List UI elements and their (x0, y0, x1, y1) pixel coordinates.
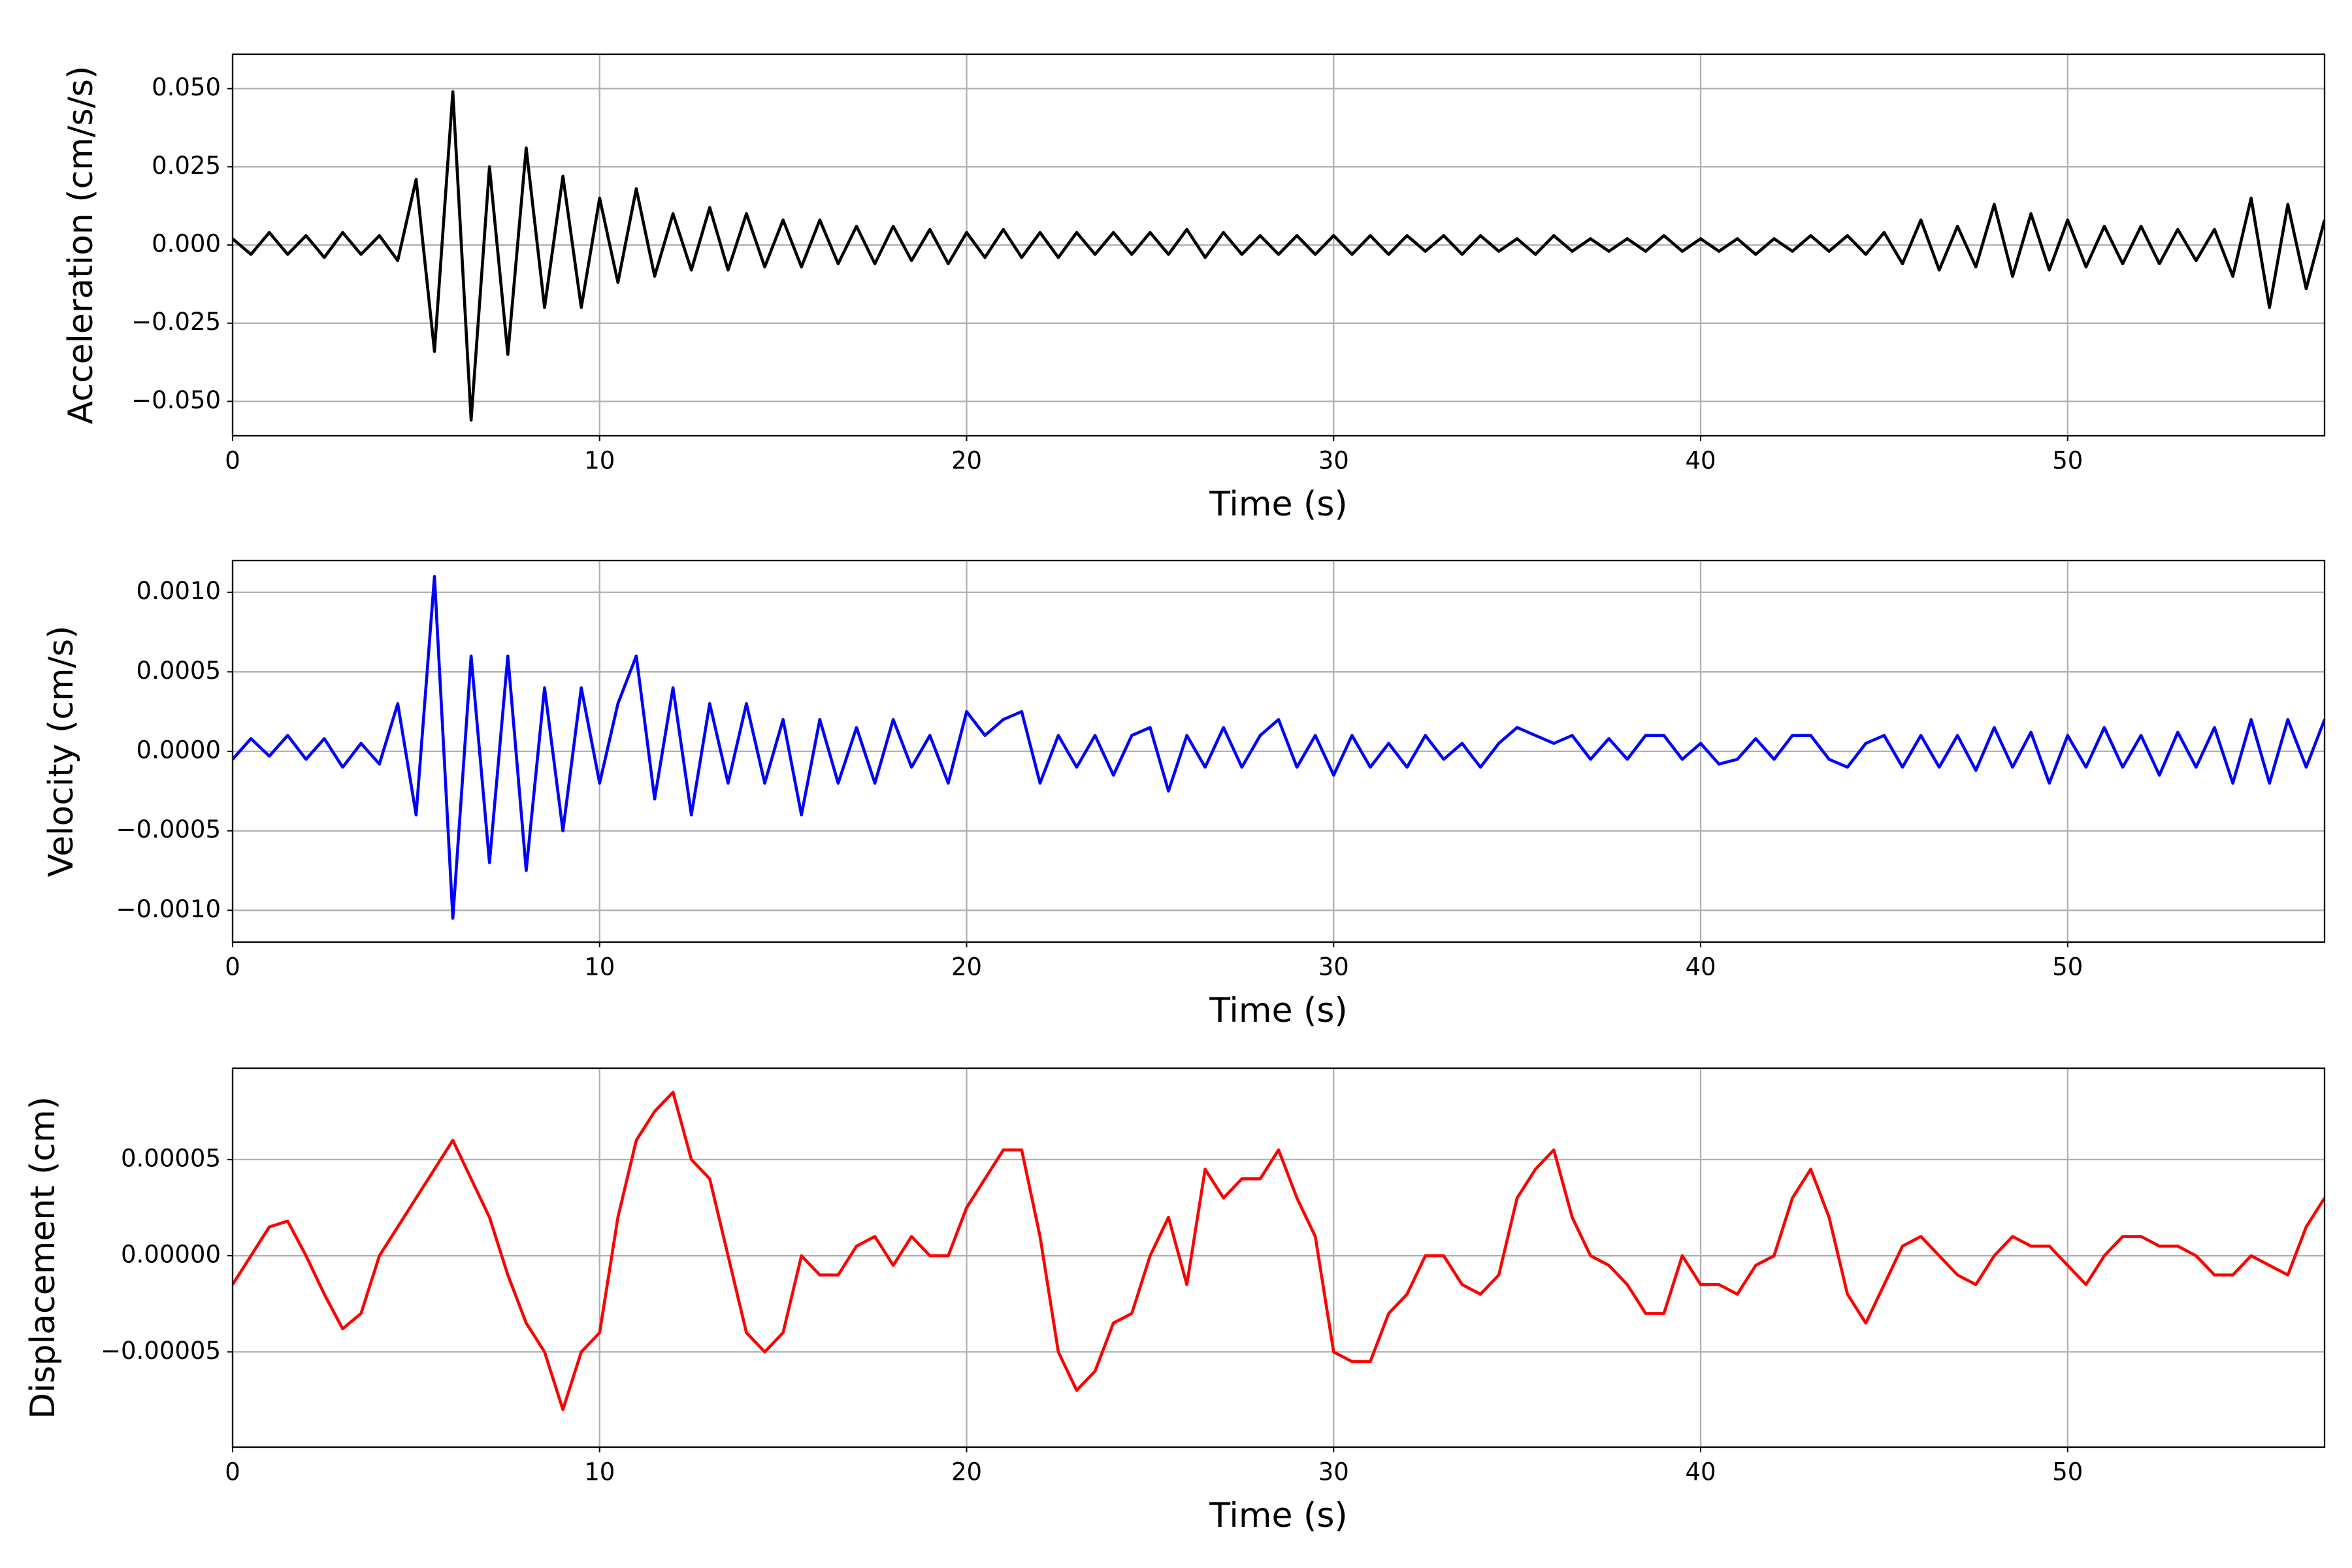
x-tick-label: 50 (2052, 1458, 2083, 1486)
y-tick-label: −0.0010 (116, 895, 221, 923)
x-tick-label: 10 (584, 447, 615, 475)
y-axis-label: Velocity (cm/s) (42, 626, 81, 877)
y-tick-label: −0.025 (131, 308, 221, 336)
x-tick-label: 20 (951, 447, 982, 475)
x-tick-label: 50 (2052, 447, 2083, 475)
plot-frame (231, 53, 2326, 437)
y-tick-label: 0.050 (152, 73, 221, 101)
y-tick-label: 0.00000 (121, 1241, 221, 1269)
x-tick-label: 10 (584, 953, 615, 981)
x-tick-label: 0 (225, 953, 240, 981)
x-tick-label: 40 (1685, 953, 1716, 981)
y-tick-label: 0.0005 (137, 657, 221, 685)
y-tick-label: −0.0005 (116, 815, 221, 843)
x-tick-label: 50 (2052, 953, 2083, 981)
y-axis-label: Acceleration (cm/s/s) (61, 66, 101, 425)
y-tick-label: 0.025 (152, 152, 221, 180)
y-tick-label: 0.00005 (121, 1144, 221, 1172)
x-tick-label: 0 (225, 1458, 240, 1486)
x-tick-label: 0 (225, 447, 240, 475)
x-tick-label: 40 (1685, 1458, 1716, 1486)
x-axis-label: Time (s) (1209, 485, 1347, 524)
x-tick-label: 40 (1685, 447, 1716, 475)
y-tick-label: −0.00005 (101, 1337, 221, 1365)
x-axis-label: Time (s) (1209, 991, 1347, 1030)
y-tick-label: 0.000 (152, 230, 221, 258)
y-axis-label: Displacement (cm) (24, 1096, 63, 1419)
trace (233, 90, 2325, 422)
x-tick-label: 30 (1318, 1458, 1349, 1486)
y-tick-label: 0.0000 (137, 736, 221, 764)
x-tick-label: 30 (1318, 953, 1349, 981)
x-tick-label: 20 (951, 953, 982, 981)
x-axis-label: Time (s) (1209, 1496, 1347, 1535)
x-tick-label: 20 (951, 1458, 982, 1486)
plot-frame (231, 559, 2326, 943)
trace (233, 575, 2325, 920)
trace (233, 1090, 2325, 1411)
y-tick-label: 0.0010 (137, 577, 221, 605)
plot-frame (231, 1067, 2326, 1448)
x-tick-label: 30 (1318, 447, 1349, 475)
x-tick-label: 10 (584, 1458, 615, 1486)
y-tick-label: −0.050 (131, 386, 221, 414)
